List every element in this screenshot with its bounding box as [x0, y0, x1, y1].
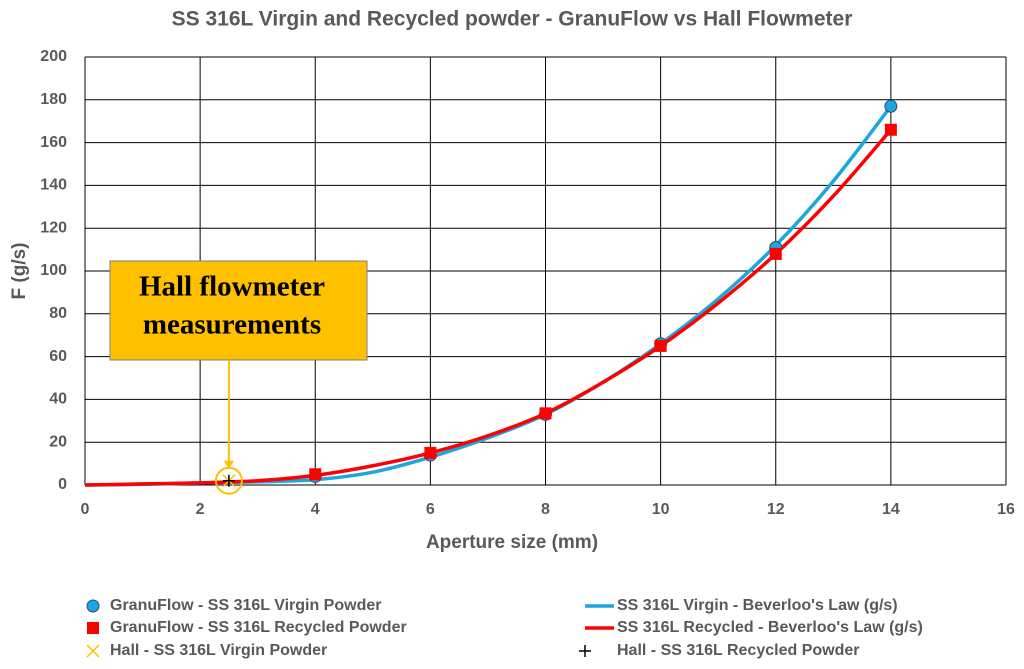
x-tick-label: 0 — [81, 501, 90, 518]
data-point — [884, 99, 898, 113]
marker-shape — [884, 123, 897, 136]
data-point — [309, 468, 322, 481]
legend-label: GranuFlow - SS 316L Virgin Powder — [110, 597, 381, 614]
chart-title: SS 316L Virgin and Recycled powder - Gra… — [172, 8, 853, 31]
x-tick-label: 10 — [652, 501, 670, 518]
legend-item: GranuFlow - SS 316L Recycled Powder — [87, 619, 407, 636]
legend-label: SS 316L Recycled - Beverloo's Law (g/s) — [617, 619, 923, 636]
y-tick-label: 160 — [40, 134, 67, 151]
annotation-text: Hall flowmeter — [139, 271, 325, 303]
data-point — [222, 474, 235, 487]
y-tick-label: 40 — [49, 391, 67, 408]
legend-marker — [87, 622, 99, 634]
marker-shape — [424, 446, 437, 459]
annotation-arrowhead — [223, 460, 234, 470]
legend-item: Hall - SS 316L Virgin Powder — [86, 642, 327, 659]
marker-shape — [539, 407, 552, 420]
legend-marker — [86, 599, 100, 613]
y-tick-label: 20 — [49, 433, 67, 450]
data-point — [539, 407, 552, 420]
legend-item: GranuFlow - SS 316L Virgin Powder — [86, 597, 381, 614]
data-point — [769, 247, 782, 260]
legend-item: Hall - SS 316L Recycled Powder — [579, 642, 859, 659]
x-tick-label: 2 — [196, 501, 205, 518]
x-tick-label: 16 — [997, 501, 1015, 518]
marker-shape — [86, 599, 100, 613]
x-tick-label: 6 — [426, 501, 435, 518]
legend-label: Hall - SS 316L Recycled Powder — [617, 642, 859, 659]
y-tick-label: 200 — [40, 48, 67, 65]
marker-shape — [309, 468, 322, 481]
marker-shape — [769, 247, 782, 260]
annotation-box — [109, 260, 368, 361]
y-tick-label: 100 — [40, 262, 67, 279]
marker-shape — [87, 622, 99, 634]
marker-shape — [86, 644, 100, 658]
y-tick-label: 140 — [40, 177, 67, 194]
data-point — [884, 123, 897, 136]
y-tick-label: 80 — [49, 305, 67, 322]
legend-item: SS 316L Virgin - Beverloo's Law (g/s) — [585, 597, 898, 614]
data-point — [654, 339, 667, 352]
y-tick-label: 0 — [58, 476, 67, 493]
legend-item: SS 316L Recycled - Beverloo's Law (g/s) — [585, 619, 923, 636]
x-axis-label: Aperture size (mm) — [426, 532, 598, 553]
x-tick-label: 14 — [882, 501, 900, 518]
marker-shape — [579, 645, 591, 657]
data-point — [424, 446, 437, 459]
marker-shape — [222, 474, 235, 487]
legend-label: SS 316L Virgin - Beverloo's Law (g/s) — [617, 597, 898, 614]
x-tick-label: 12 — [767, 501, 785, 518]
marker-shape — [884, 99, 898, 113]
y-tick-label: 120 — [40, 219, 67, 236]
legend-marker — [579, 645, 591, 657]
legend-label: Hall - SS 316L Virgin Powder — [110, 642, 327, 659]
y-tick-label: 180 — [40, 91, 67, 108]
y-tick-label: 60 — [49, 348, 67, 365]
x-tick-label: 4 — [311, 501, 320, 518]
x-tick-label: 8 — [541, 501, 550, 518]
y-axis-label: F (g/s) — [9, 243, 30, 300]
legend-marker — [86, 644, 100, 658]
marker-shape — [654, 339, 667, 352]
legend-label: GranuFlow - SS 316L Recycled Powder — [110, 619, 407, 636]
annotation-circle — [214, 466, 243, 495]
annotation-text: measurements — [143, 309, 321, 341]
